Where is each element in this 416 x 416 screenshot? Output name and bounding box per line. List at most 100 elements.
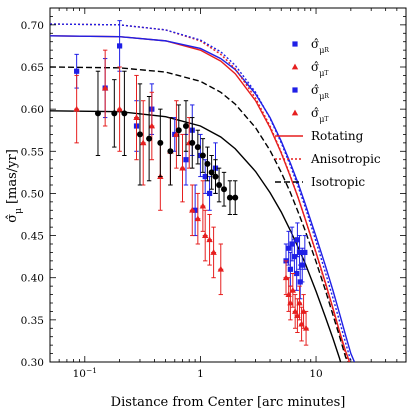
point-2-9 <box>189 117 196 169</box>
legend: σ̂μR σ̂μT σ̂μR σ̂μT Rotating Anisotropic Isotr… <box>275 37 381 189</box>
curve-2 <box>50 23 349 362</box>
marker <box>296 249 303 256</box>
legend-label: Isotropic <box>311 175 365 189</box>
marker <box>286 245 292 251</box>
y-tick-label: 0.45 <box>21 231 44 243</box>
point-1-1 <box>101 49 109 127</box>
point-2-14 <box>212 159 219 194</box>
point-0-13 <box>286 230 292 266</box>
marker <box>204 160 211 167</box>
legend-entry-2: σ̂μR <box>292 83 329 101</box>
point-1-15 <box>206 214 213 266</box>
marker <box>287 299 294 306</box>
y-tick-label: 0.35 <box>21 315 44 327</box>
marker <box>136 131 143 138</box>
point-2-16 <box>221 171 228 207</box>
marker <box>221 186 228 193</box>
legend-marker-triangle <box>291 63 299 70</box>
point-2-6 <box>167 117 174 186</box>
point-1-11 <box>189 184 196 237</box>
point-2-15 <box>216 167 223 203</box>
marker <box>133 114 140 120</box>
legend-label: Rotating <box>311 129 364 143</box>
point-0-10 <box>206 176 213 211</box>
legend-entry-0: σ̂μR <box>292 37 329 55</box>
marker <box>296 299 303 306</box>
point-1-16 <box>210 226 217 279</box>
y-axis-symbol: σ̂ <box>5 214 20 223</box>
y-tick-label: 0.60 <box>21 104 44 116</box>
marker <box>101 84 109 91</box>
marker <box>199 152 206 159</box>
marker <box>179 164 186 171</box>
marker <box>116 105 123 112</box>
marker <box>282 274 290 281</box>
model-curves <box>50 23 356 362</box>
point-2-8 <box>182 100 189 152</box>
marker <box>202 232 209 238</box>
point-2-7 <box>175 104 182 156</box>
marker <box>194 215 202 222</box>
marker <box>217 265 224 272</box>
marker <box>294 270 300 277</box>
axes: 10−1 1 10 0.30 0.35 0.40 0.45 0.50 0.55 0.60 0.65 0… <box>21 7 407 381</box>
marker <box>146 135 153 142</box>
legend-label: Anisotropic <box>310 152 381 166</box>
point-2-11 <box>199 138 206 173</box>
marker <box>206 236 213 243</box>
point-2-3 <box>136 83 143 186</box>
point-2-2 <box>121 70 128 156</box>
marker <box>199 202 207 209</box>
x-tick-label: 10 <box>309 368 322 380</box>
point-2-4 <box>146 96 153 182</box>
point-1-21 <box>289 273 297 308</box>
marker <box>287 266 293 272</box>
marker <box>148 122 156 129</box>
point-2-12 <box>204 146 211 182</box>
point-1-24 <box>296 285 303 321</box>
marker <box>297 279 303 285</box>
y-tick-label: 0.70 <box>21 20 44 32</box>
point-1-13 <box>199 180 207 232</box>
x-tick-label: 10−1 <box>73 366 97 381</box>
legend-marker-triangle <box>291 109 299 116</box>
marker <box>167 148 174 155</box>
marker <box>208 169 215 176</box>
y-tick-label: 0.30 <box>21 357 44 369</box>
marker <box>232 194 239 201</box>
data-points <box>73 20 310 346</box>
marker <box>216 182 223 188</box>
legend-marker-square <box>292 41 298 47</box>
marker <box>111 110 118 117</box>
marker <box>157 139 164 146</box>
curve-4 <box>50 66 349 362</box>
marker <box>202 173 208 180</box>
marker <box>206 190 213 197</box>
point-0-17 <box>296 235 303 270</box>
y-tick-label: 0.50 <box>21 188 44 200</box>
point-1-3 <box>133 74 140 161</box>
point-2-1 <box>111 79 118 148</box>
point-1-22 <box>291 294 299 329</box>
marker <box>173 131 180 137</box>
y-axis-label: σ̂μ [mas/yr] <box>5 149 24 223</box>
marker <box>289 286 297 293</box>
curve-1 <box>50 35 356 362</box>
y-tick-label: 0.40 <box>21 273 44 285</box>
x-tick-label: 1 <box>197 368 204 380</box>
marker <box>140 139 147 146</box>
point-1-14 <box>202 209 209 262</box>
point-1-0 <box>73 74 80 144</box>
x-axis-label: Distance from Center [arc minutes] <box>111 395 346 410</box>
y-axis-unit: [mas/yr] <box>5 149 20 204</box>
legend-entry-3: σ̂μT <box>291 106 328 124</box>
marker <box>117 43 123 49</box>
marker <box>175 127 182 134</box>
y-tick-label: 0.65 <box>21 62 44 74</box>
marker <box>74 68 80 74</box>
marker <box>300 308 307 314</box>
marker <box>94 110 101 117</box>
marker <box>192 207 198 213</box>
point-1-8 <box>173 100 180 169</box>
